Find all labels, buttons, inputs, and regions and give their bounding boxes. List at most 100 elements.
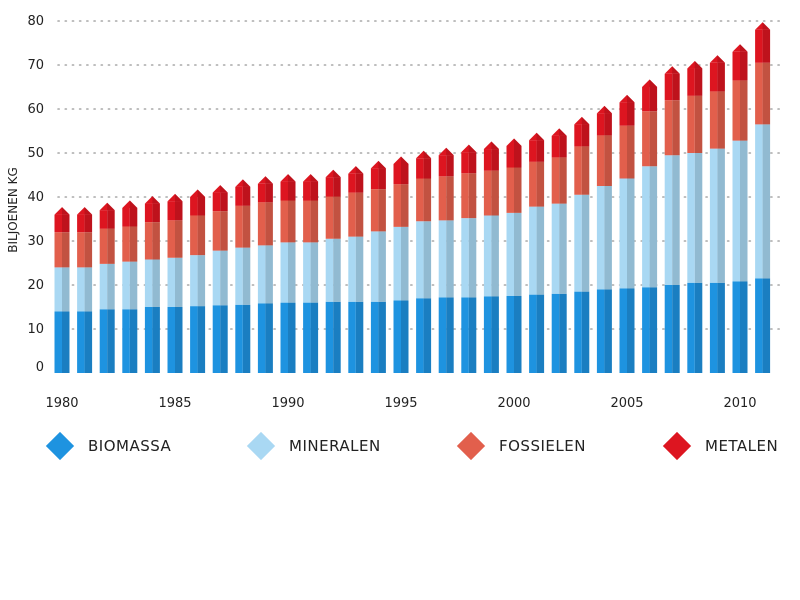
bar-segment-mineralen [99, 263, 108, 310]
bar-2006 [642, 79, 658, 373]
bar-segment-biomassa [529, 294, 537, 373]
bar-segment-biomassa [664, 285, 673, 373]
bar-segment-shade [242, 304, 251, 373]
bar-cap-shade [129, 200, 138, 208]
bar-cap-shade [491, 141, 499, 150]
bar-segment-biomassa [144, 307, 153, 373]
bar-1982 [99, 202, 115, 373]
bar-segment-mineralen [416, 221, 424, 299]
bar-segment-shade [220, 192, 228, 212]
bar-cap-shade [627, 94, 635, 103]
bar-segment-fossielen [416, 178, 424, 222]
bar-segment-biomassa [99, 309, 108, 373]
bar-cap-shade [581, 116, 590, 125]
bar-segment-shade [536, 161, 545, 207]
bar-segment-shade [740, 51, 748, 81]
bar-segment-shade [152, 203, 160, 223]
bar-segment-shade [694, 68, 703, 96]
bar-cap-shade [242, 179, 251, 187]
bar-segment-metalen [416, 158, 424, 179]
bar-segment-biomassa [483, 296, 492, 373]
bar-cap-shade [197, 189, 206, 197]
y-tick-label: 40 [27, 190, 44, 205]
bar-segment-metalen [755, 29, 763, 63]
bar-cap-shade [355, 166, 364, 174]
bar-segment-shade [175, 220, 183, 258]
bar-cap-shade [62, 207, 70, 215]
bar-segment-shade [604, 289, 612, 373]
bar-segment-metalen [483, 149, 492, 171]
x-tick-label: 2000 [497, 396, 530, 411]
bar-segment-mineralen [325, 238, 334, 302]
bar-segment-fossielen [506, 167, 514, 213]
bar-segment-shade [175, 257, 183, 307]
bar-segment-mineralen [461, 218, 469, 298]
bar-cap-shade [378, 160, 386, 169]
bar-segment-shade [717, 62, 725, 92]
bar-segment-shade [581, 194, 590, 292]
bar-segment-fossielen [54, 232, 62, 268]
legend-item-mineralen: MINERALEN [245, 431, 381, 461]
bar-segment-fossielen [167, 220, 175, 258]
x-tick-label: 1995 [384, 396, 417, 411]
bar-segment-shade [694, 95, 703, 153]
bar-segment-shade [129, 309, 138, 373]
bar-segment-metalen [190, 197, 198, 216]
bar-segment-fossielen [370, 189, 379, 232]
bar-segment-mineralen [393, 226, 401, 301]
bar-segment-biomassa [122, 309, 130, 373]
bar-segment-shade [62, 214, 70, 233]
bar-segment-biomassa [461, 297, 469, 373]
bar-segment-mineralen [212, 250, 221, 306]
bar-segment-mineralen [483, 215, 492, 297]
bar-segment-mineralen [280, 242, 288, 303]
bar-segment-biomassa [190, 306, 198, 373]
bar-2005 [619, 94, 635, 373]
y-tick-label: 80 [27, 14, 44, 29]
bar-segment-fossielen [325, 196, 334, 239]
legend-item-biomassa: BIOMASSA [44, 431, 171, 461]
bar-segment-biomassa [596, 289, 605, 373]
bar-segment-metalen [461, 152, 469, 174]
bar-segment-fossielen [144, 222, 153, 260]
bar-segment-shade [468, 152, 477, 174]
bar-segment-mineralen [755, 124, 763, 279]
x-tick-label: 1980 [45, 396, 78, 411]
bar-segment-shade [514, 296, 522, 373]
bar-segment-shade [536, 294, 545, 373]
bar-2011 [755, 22, 771, 373]
diamond-icon [456, 431, 486, 461]
bar-segment-biomassa [54, 311, 62, 373]
bar-1995 [393, 156, 409, 373]
bar-segment-shade [265, 202, 273, 246]
bar-segment-shade [129, 226, 138, 262]
bar-segment-mineralen [54, 267, 62, 312]
bar-segment-shade [536, 140, 545, 162]
bar-2002 [551, 128, 567, 373]
bar-segment-metalen [370, 168, 379, 190]
bar-segment-shade [310, 302, 319, 373]
bar-segment-shade [423, 298, 432, 373]
bar-segment-metalen [122, 208, 130, 227]
bar-segment-shade [310, 181, 319, 201]
bar-segment-shade [717, 148, 725, 283]
bar-segment-shade [197, 197, 206, 216]
bar-segment-metalen [664, 73, 673, 101]
bar-cap-shade [401, 156, 409, 164]
legend-label: MINERALEN [289, 437, 381, 455]
bar-1986 [190, 189, 206, 373]
bar-segment-shade [175, 201, 183, 221]
bar-cap-shade [604, 105, 612, 114]
x-tick-label: 1990 [271, 396, 304, 411]
bar-2001 [529, 132, 545, 373]
y-tick-label: 10 [27, 322, 44, 337]
bar-segment-biomassa [325, 301, 334, 373]
bar-segment-shade [762, 124, 771, 279]
bar-segment-shade [355, 301, 364, 373]
bar-segment-shade [378, 189, 386, 232]
bar-segment-fossielen [438, 176, 447, 221]
bar-segment-shade [107, 210, 115, 229]
bar-segment-biomassa [280, 302, 288, 373]
bar-segment-shade [378, 168, 386, 190]
bar-segment-mineralen [529, 206, 537, 295]
